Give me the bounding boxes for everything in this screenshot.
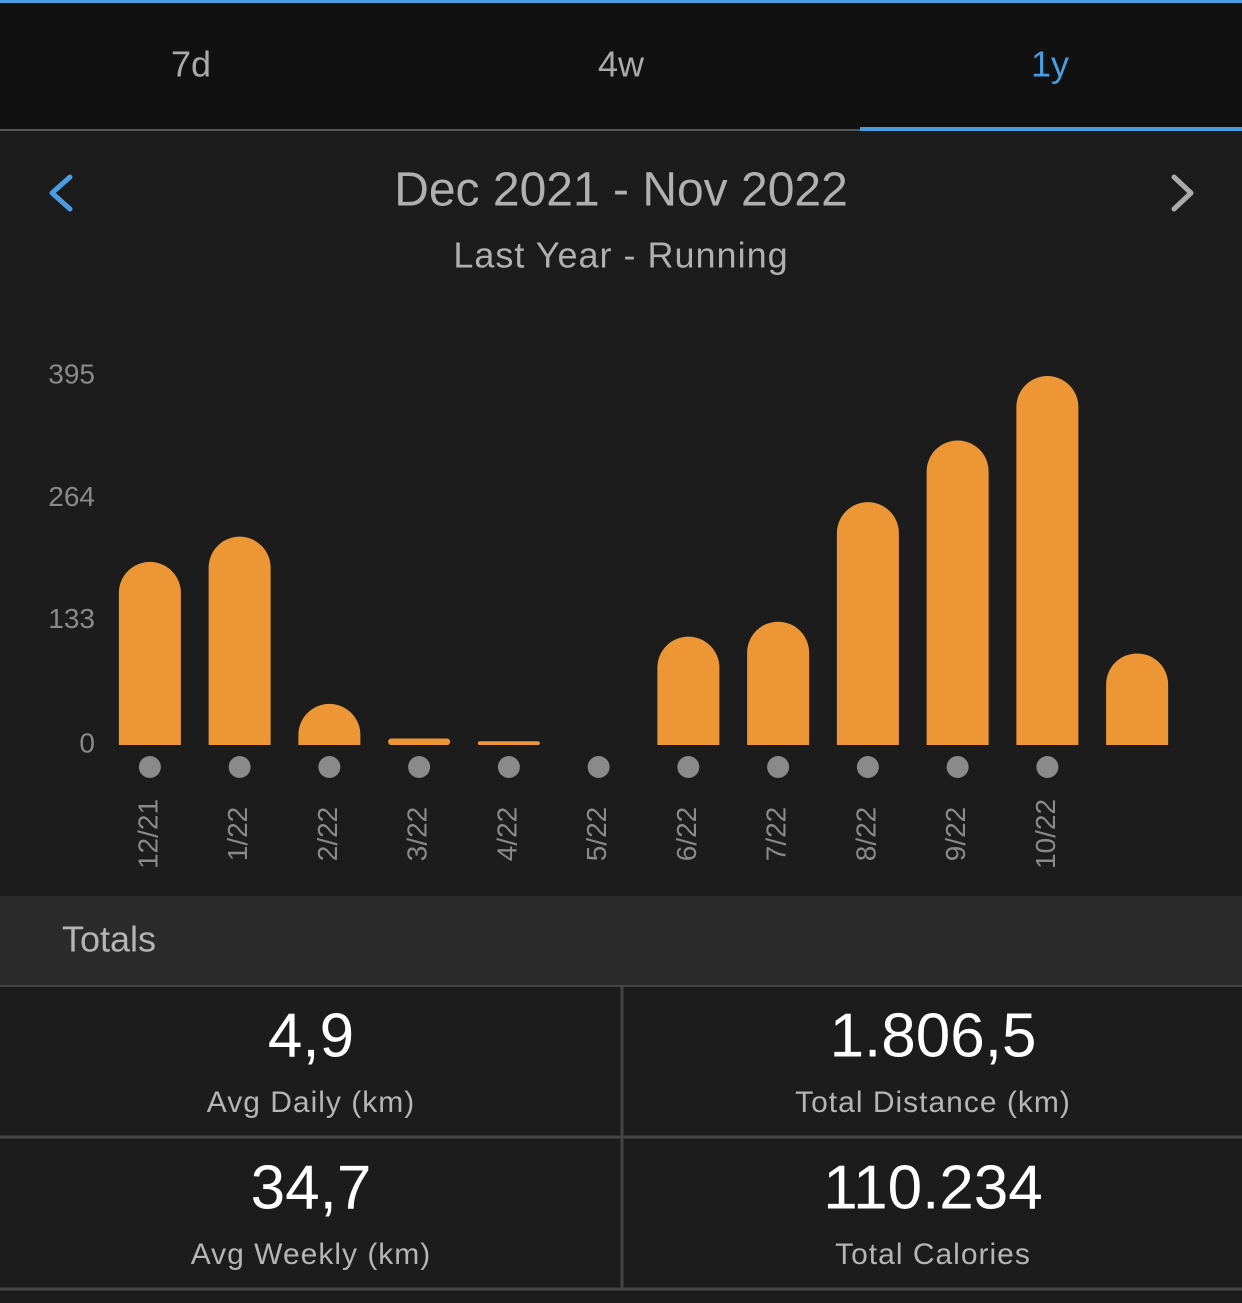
bar (926, 440, 989, 745)
y-tick-label: 0 (79, 727, 95, 758)
total-label: Total Distance (km) (795, 1086, 1071, 1119)
y-tick-label: 133 (48, 603, 95, 634)
y-tick-label: 264 (48, 481, 95, 512)
x-tick-dot (587, 756, 610, 778)
total-value: 34,7 (251, 1153, 372, 1222)
bar (118, 561, 181, 745)
x-tick-dot (1036, 756, 1059, 778)
x-tick-dot (497, 756, 520, 778)
tab-bar (0, 0, 1242, 130)
x-tick-dot (677, 756, 700, 778)
chart: 0 133 264 395 12/21 1/22 2/22 3/22 4/22 5/22 6/22 7… (48, 358, 1169, 869)
y-tick-label: 395 (48, 358, 95, 389)
period-subtitle: Last Year - Running (453, 235, 788, 276)
total-label: Total Calories (835, 1238, 1031, 1271)
x-tick-dot (946, 756, 969, 778)
x-tick-label: 8/22 (850, 807, 881, 862)
total-label: Avg Daily (km) (207, 1086, 415, 1119)
x-tick-dot (767, 756, 790, 778)
x-tick-dot (228, 756, 251, 778)
tab[interactable]: 1y (1031, 44, 1069, 85)
x-tick-label: 4/22 (491, 807, 522, 862)
bar (836, 502, 899, 745)
total-label: Avg Weekly (km) (191, 1238, 432, 1271)
x-tick-dot (856, 756, 879, 778)
bar (747, 621, 810, 745)
x-tick-label: 5/22 (581, 807, 612, 862)
totals-title: Totals (62, 919, 156, 960)
x-tick-label: 6/22 (671, 807, 702, 862)
x-tick-label: 10/22 (1030, 799, 1061, 869)
x-tick-dot (138, 756, 161, 778)
period-title: Dec 2021 - Nov 2022 (394, 164, 848, 217)
bar (298, 703, 361, 745)
prev-button[interactable] (49, 174, 73, 212)
x-tick-label: 7/22 (761, 807, 792, 862)
x-tick-label: 12/21 (132, 799, 163, 869)
top-accent (0, 0, 1242, 3)
bar (208, 536, 271, 745)
x-tick-dot (318, 756, 341, 778)
total-value: 110.234 (823, 1153, 1043, 1222)
bar (1106, 653, 1169, 745)
tab[interactable]: 7d (171, 44, 211, 85)
active-tab-underline (860, 127, 1242, 131)
x-tick-label: 2/22 (312, 807, 343, 862)
tab[interactable]: 4w (598, 44, 645, 85)
x-tick-label: 3/22 (402, 807, 433, 862)
x-tick-label: 9/22 (940, 807, 971, 862)
x-tick-dot (408, 756, 431, 778)
bar (1016, 376, 1079, 745)
next-button[interactable] (1171, 174, 1194, 212)
bar (477, 741, 540, 745)
bar (388, 738, 451, 745)
x-tick-label: 1/22 (222, 807, 253, 862)
total-value: 1.806,5 (830, 1001, 1037, 1070)
bar (657, 636, 720, 745)
total-value: 4,9 (268, 1001, 354, 1070)
totals-header (0, 896, 1242, 986)
